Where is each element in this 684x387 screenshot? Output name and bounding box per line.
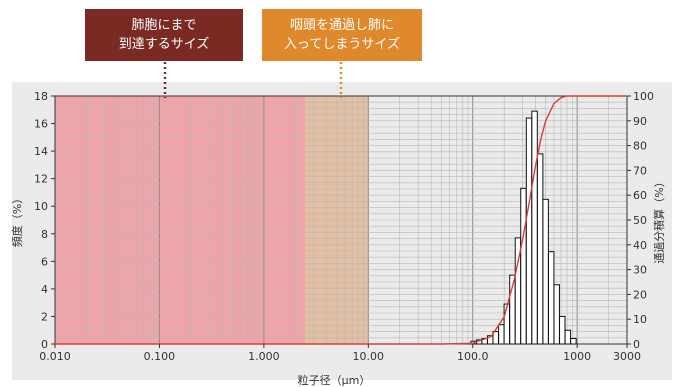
- y-right-tick-label: 40: [633, 239, 647, 252]
- cumulative-curve: [55, 95, 627, 345]
- y-right-tick-label: 90: [633, 115, 647, 128]
- y-left-tick-label: 8: [41, 228, 48, 241]
- y-left-tick-label: 12: [34, 173, 48, 186]
- y-left-tick-label: 6: [41, 255, 48, 268]
- x-tick-label: 1000: [563, 350, 591, 363]
- x-tick-label: 3000: [613, 350, 641, 363]
- y-right-tick-label: 50: [633, 214, 647, 227]
- y-left-tick-label: 16: [34, 118, 48, 131]
- axes: 0 2 4 6 8 10 12 14 16 18 0 10 20 30 40 50 60 70 80 90 100 0.0…: [34, 90, 654, 363]
- y-left-tick-label: 4: [41, 283, 48, 296]
- throat-callout-line1: 咽頭を通過し肺に: [289, 18, 394, 33]
- y-left-tick-label: 0: [41, 338, 48, 351]
- histogram-bar: [547, 251, 555, 345]
- y-right-tick-label: 30: [633, 264, 647, 277]
- histogram-bar: [570, 337, 577, 345]
- y-left-tick-label: 2: [41, 310, 48, 323]
- cumulative-curve-group: [55, 95, 627, 345]
- y-right-tick-label: 70: [633, 164, 647, 177]
- lung-callout-line1: 肺胞にまで: [131, 18, 197, 33]
- histogram-bar: [553, 284, 560, 345]
- callout-leaders: [163, 62, 343, 98]
- y-right-tick-label: 60: [633, 189, 647, 202]
- y-left-tick-label: 18: [34, 90, 48, 103]
- histogram-bar: [542, 198, 549, 345]
- y-right-tick-label: 0: [633, 338, 640, 351]
- y-right-tick-label: 20: [633, 288, 647, 301]
- histogram-bar: [525, 117, 533, 345]
- throat-callout-line2: 入ってしまうサイズ: [284, 37, 400, 52]
- histogram-bar: [564, 329, 572, 345]
- histogram-bar: [503, 303, 511, 345]
- x-tick-label: 0.100: [144, 350, 176, 363]
- histogram-bar: [559, 315, 566, 345]
- lung-size-callout: 肺胞にまで 到達するサイズ: [85, 9, 243, 61]
- x-tick-label: 10.00: [353, 350, 385, 363]
- y-right-tick-label: 10: [633, 313, 647, 326]
- x-axis-title: 粒子径（μm）: [298, 373, 371, 387]
- lung-callout-line2: 到達するサイズ: [118, 37, 210, 52]
- y-left-tick-label: 14: [34, 145, 48, 158]
- frequency-histogram: [470, 110, 577, 345]
- histogram-bar: [520, 187, 527, 345]
- histogram-bar: [531, 110, 538, 345]
- throat-size-callout: 咽頭を通過し肺に 入ってしまうサイズ: [262, 9, 422, 61]
- x-tick-label: 100.0: [457, 350, 489, 363]
- y-right-tick-label: 80: [633, 140, 647, 153]
- x-tick-label: 0.010: [39, 350, 71, 363]
- histogram-bar: [536, 153, 544, 345]
- y-left-tick-label: 10: [34, 200, 48, 213]
- y-right-tick-label: 100: [633, 90, 654, 103]
- y-axis-left-title: 頻度（%）: [10, 193, 24, 247]
- histogram-bar: [498, 324, 505, 345]
- y-axis-right-title: 通過分積算（%）: [652, 176, 666, 263]
- x-tick-label: 1.000: [248, 350, 280, 363]
